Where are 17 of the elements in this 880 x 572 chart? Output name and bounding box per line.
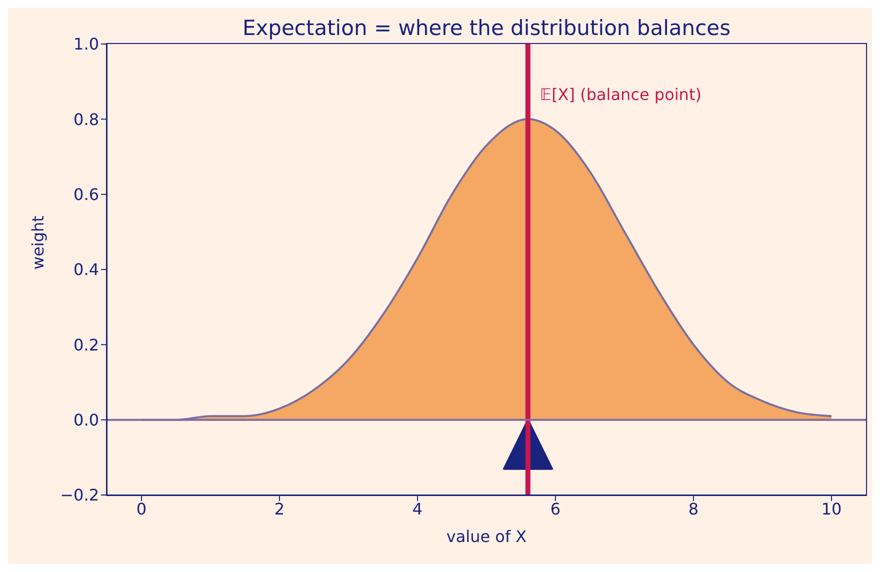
- y-axis-title: weight: [28, 216, 48, 270]
- ref-line-label: 𝔼[X] (balance point): [540, 85, 702, 104]
- x-tick-label: 2: [274, 499, 285, 518]
- y-tick-label: 1.0: [74, 34, 99, 54]
- y-tick-label: 0.4: [74, 260, 99, 280]
- y-tick-label: 0.6: [74, 185, 99, 204]
- x-tick-label: 0: [136, 499, 147, 518]
- x-tick-label: 8: [688, 499, 699, 518]
- y-tick-label: 0.8: [74, 110, 99, 129]
- y-tick-label: 0.0: [74, 410, 99, 430]
- x-tick-label: 4: [412, 499, 423, 518]
- x-axis-title: value of X: [446, 527, 527, 546]
- x-tick-label: 10: [821, 499, 842, 518]
- chart-title: Expectation = where the distribution balances: [241, 16, 732, 40]
- y-tick-label: −0.2: [60, 486, 99, 505]
- y-tick-label: 0.2: [74, 335, 99, 354]
- x-tick-label: 6: [550, 499, 561, 518]
